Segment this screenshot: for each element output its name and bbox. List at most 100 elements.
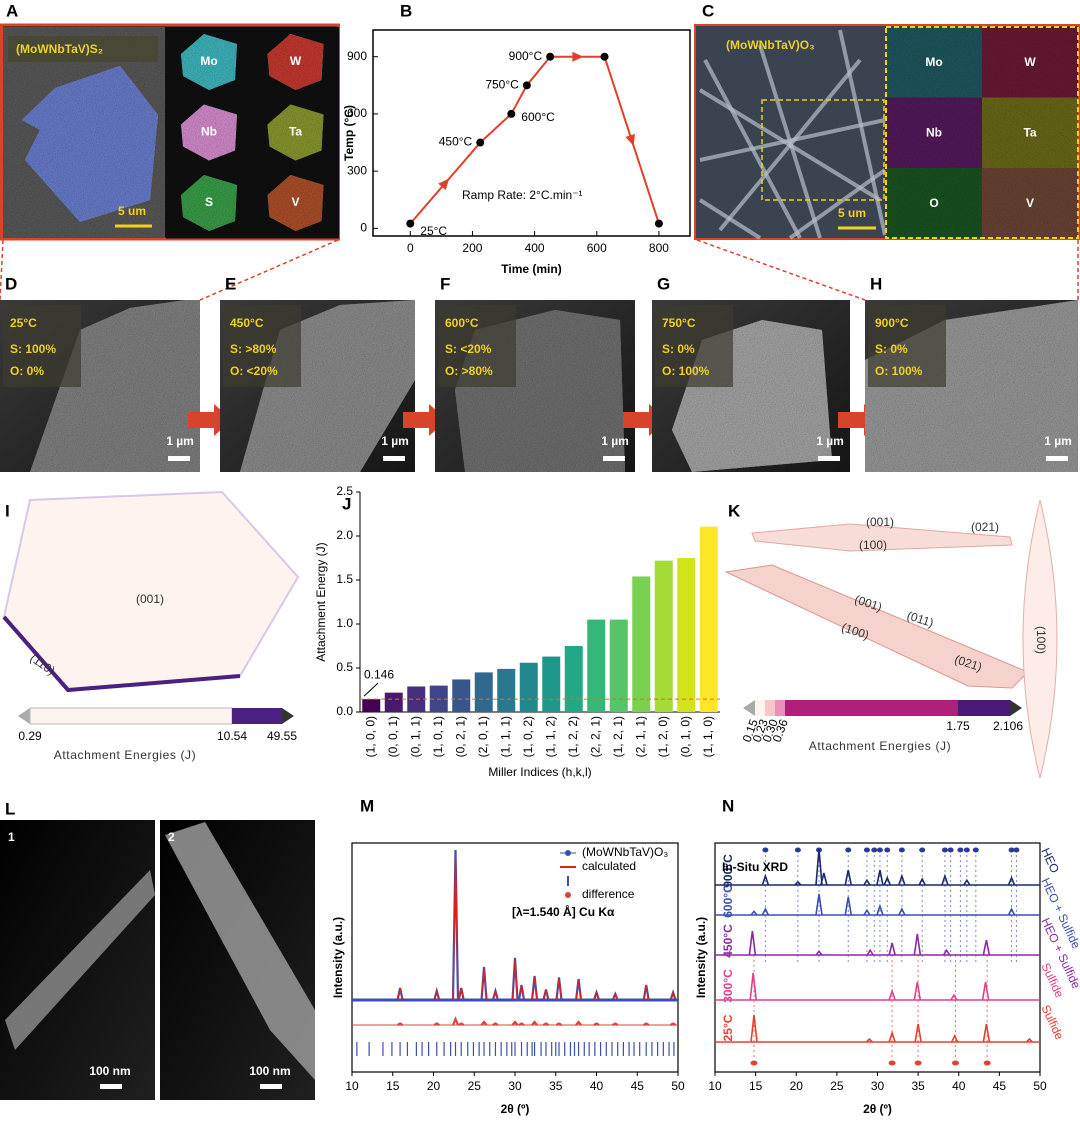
bar (497, 668, 516, 712)
peak (815, 893, 823, 916)
map-signal (982, 27, 1078, 98)
peak (761, 907, 770, 916)
calculated-peak (555, 977, 563, 1001)
x-tick-label: 25 (830, 1079, 844, 1093)
map-signal (982, 168, 1078, 239)
legend-label: difference (582, 887, 635, 901)
reference-marker (876, 847, 883, 853)
scale-bar (260, 1084, 282, 1089)
map-crystal (267, 104, 324, 161)
composition: O: <20% (230, 364, 278, 378)
scale-label: 5 um (838, 206, 866, 220)
x-tick-label: 15 (386, 1079, 400, 1093)
peak (451, 1016, 460, 1026)
panel-letter: A (6, 1, 18, 20)
reference-marker (871, 847, 878, 853)
temperature-label: 25°C (721, 1014, 735, 1041)
composition: S: 100% (10, 342, 56, 356)
calculated-peak (492, 988, 499, 1001)
label-bg (3, 305, 81, 387)
reference-marker (762, 847, 769, 853)
peak (433, 1022, 440, 1026)
reference-marker (1008, 847, 1015, 853)
calculated-peak (458, 987, 465, 1001)
x-tick-label: 0 (407, 241, 414, 255)
data-point (654, 219, 663, 228)
connector (0, 239, 4, 301)
sem-particle (30, 300, 200, 472)
x-tick-label: (1, 1, 2) (543, 716, 557, 757)
peak (876, 903, 884, 916)
colorbar-label: 1.75 (946, 719, 970, 733)
scale-label: 1 µm (816, 434, 844, 448)
panel-letter: B (400, 1, 412, 20)
y-tick-label: 0.0 (336, 704, 353, 718)
bar (452, 679, 471, 712)
x-tick-label: 25 (468, 1079, 482, 1093)
panel-letter: G (657, 274, 670, 293)
x-tick-label: 35 (911, 1079, 925, 1093)
calculated-peak (531, 977, 538, 1001)
peak (643, 1022, 650, 1026)
colorbar-end (282, 708, 294, 724)
needle (703, 59, 802, 239)
scale-label: 100 nm (249, 1064, 290, 1078)
x-tick-label: (0, 0, 1) (386, 716, 400, 757)
bar (542, 656, 561, 712)
bar (384, 692, 403, 712)
calculated-peak (593, 990, 600, 1001)
scale-label: 1 µm (166, 434, 194, 448)
chart-title: In-Situ XRD (722, 860, 788, 874)
facet-label: (021) (971, 520, 999, 534)
reference-marker (884, 847, 891, 853)
reference-pointer (363, 682, 379, 697)
x-tick-label: (1, 2, 1) (611, 716, 625, 757)
peak (820, 872, 828, 886)
data-point (476, 138, 485, 147)
peak (815, 848, 823, 886)
panel-letter: J (342, 494, 351, 513)
peak (844, 896, 853, 916)
y-tick-label: 300 (347, 163, 367, 177)
connector (199, 239, 339, 301)
x-tick-label: 30 (508, 1079, 522, 1093)
y-axis-title: Intensity (a.u.) (694, 917, 708, 998)
x-tick-label: 400 (525, 241, 545, 255)
colorbar-title: Attachment Energies (J) (54, 748, 197, 762)
data-point (406, 219, 415, 228)
peak (866, 948, 874, 956)
x-tick-label: (2, 2, 1) (588, 716, 602, 757)
x-tick-label: 20 (427, 1079, 441, 1093)
x-tick-label: (1, 0, 2) (521, 716, 535, 757)
peak (1007, 907, 1016, 916)
bar (587, 619, 606, 712)
peak (918, 877, 926, 886)
temperature-label: 900°C (721, 854, 735, 888)
reference-marker (914, 1060, 922, 1066)
scale-bar (1046, 456, 1068, 461)
scale-label: 100 nm (89, 1064, 130, 1078)
x-tick-label: 200 (462, 241, 482, 255)
map-crystal (181, 34, 237, 90)
series-label: Sulfide (1038, 1003, 1066, 1042)
data-point (600, 52, 609, 61)
direction-arrow (625, 133, 635, 146)
reference-marker (888, 1060, 896, 1066)
y-tick-label: 2.5 (336, 484, 353, 498)
calculated-peak (518, 984, 525, 1001)
x-tick-label: (0, 2, 1) (453, 716, 467, 757)
peak (898, 873, 906, 886)
peak (950, 1034, 959, 1043)
title-bg (8, 36, 158, 62)
y-tick-label: 600 (347, 106, 367, 120)
peak (982, 1023, 991, 1043)
bar (654, 560, 673, 712)
peak (1025, 1037, 1034, 1043)
needle (699, 118, 886, 162)
colorbar-segment (232, 708, 282, 724)
colorbar-segment (775, 700, 785, 716)
peak (888, 988, 896, 1001)
colorbar-end (18, 708, 30, 724)
